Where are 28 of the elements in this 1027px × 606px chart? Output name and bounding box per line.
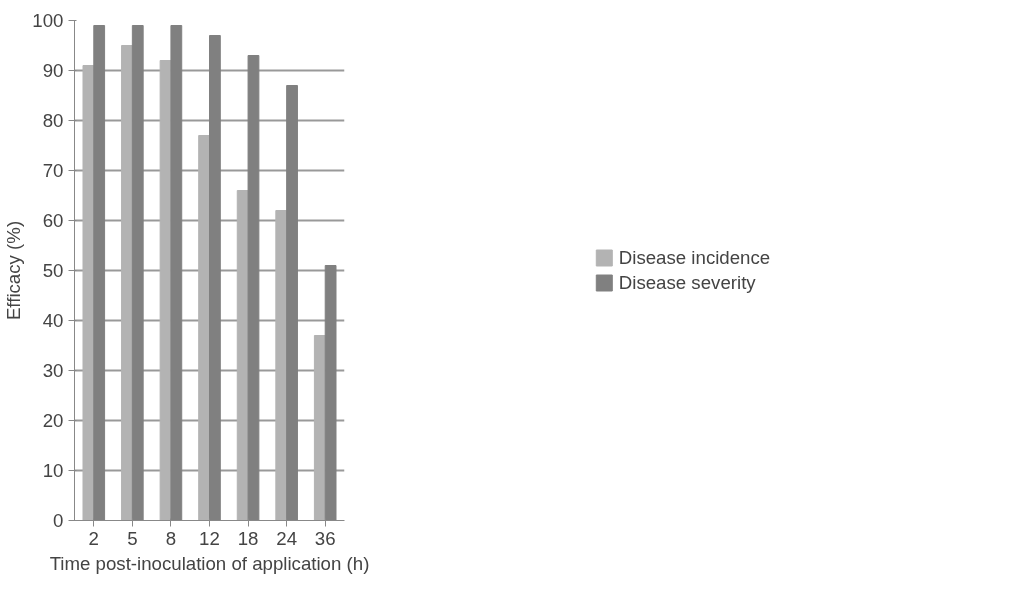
bar	[121, 45, 133, 521]
x-tick-label: 36	[314, 527, 336, 549]
y-tick-label: 100	[32, 10, 64, 31]
y-tick-label: 10	[42, 460, 64, 481]
y-tick-label: 40	[42, 310, 64, 331]
x-tick-label: 2	[88, 527, 99, 549]
y-tick-label: 20	[42, 410, 64, 431]
y-tick-label: 50	[42, 260, 64, 281]
x-tick-label: 24	[276, 527, 298, 549]
y-tick-label: 90	[42, 60, 64, 81]
y-axis-title: Efficacy (%)	[3, 220, 25, 321]
y-tick-label: 70	[42, 160, 64, 181]
y-tick-label: 0	[53, 510, 64, 531]
legend-label: Disease severity	[618, 271, 756, 294]
x-tick-label: 18	[237, 527, 259, 549]
y-tick-label: 30	[42, 360, 64, 381]
bar	[198, 135, 210, 521]
bar	[82, 65, 95, 521]
bar	[275, 210, 288, 521]
x-axis-title: Time post-inoculation of application (h)	[49, 552, 370, 574]
bar	[313, 335, 326, 521]
y-tick-label: 80	[42, 110, 64, 131]
bar	[159, 60, 172, 521]
x-tick-label: 12	[199, 527, 220, 549]
y-tick-label: 60	[42, 210, 64, 231]
legend-label: Disease incidence	[618, 246, 771, 269]
x-tick-label: 5	[127, 527, 138, 549]
x-tick-label: 8	[165, 527, 177, 549]
